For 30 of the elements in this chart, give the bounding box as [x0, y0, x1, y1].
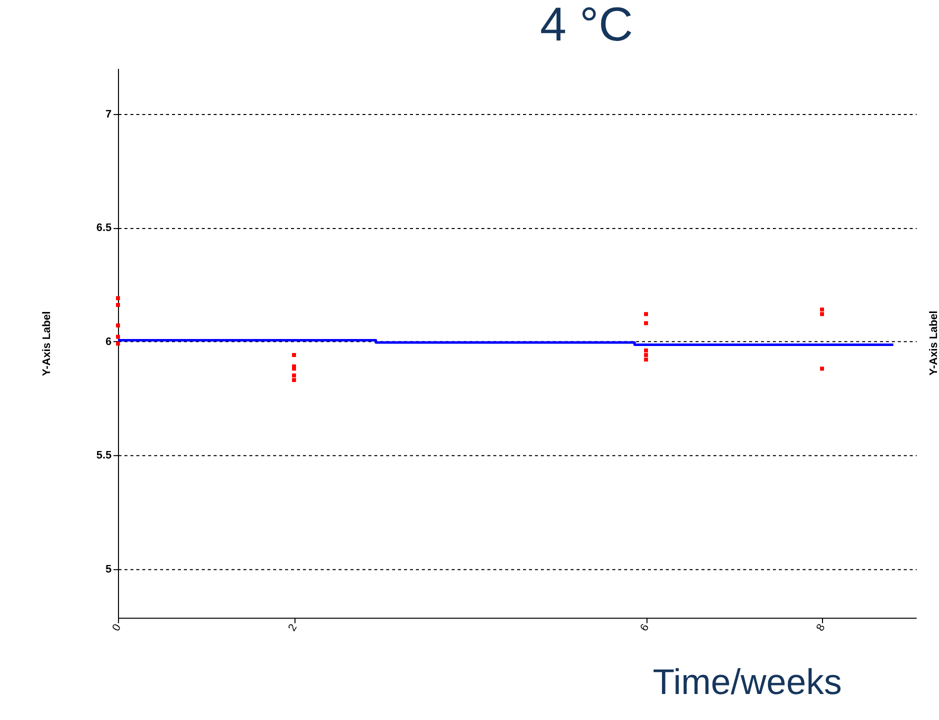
point [116, 296, 120, 300]
y-tick-label: 6.5 [96, 222, 112, 234]
x-tick-label: 8 [814, 622, 828, 634]
point [116, 342, 120, 346]
point [116, 334, 120, 339]
y-axis-title: Y-Axis Label [40, 311, 53, 376]
point [292, 366, 296, 371]
y-tick-label: 5.5 [96, 450, 112, 462]
point [644, 321, 648, 326]
point [292, 374, 296, 378]
point [116, 323, 120, 328]
y-tick-label: 7 [105, 108, 112, 120]
x-tick-label: 2 [286, 622, 300, 634]
chart-title: 4 °C [540, 0, 634, 52]
y-tick-label: 5 [105, 563, 112, 576]
point [644, 348, 648, 352]
y-tick-label: 6 [105, 336, 112, 348]
point [292, 378, 296, 382]
x-axis-title: Time/weeks [652, 662, 842, 702]
point [820, 366, 824, 371]
point [644, 358, 648, 362]
point [644, 353, 648, 357]
point [820, 308, 824, 312]
y2-axis-title: Y-Axis Label [928, 310, 939, 376]
x-tick-label: 0 [110, 622, 124, 634]
point [644, 312, 648, 316]
x-tick-label: 6 [638, 622, 652, 634]
point [116, 302, 120, 307]
point [292, 353, 296, 357]
point [820, 312, 824, 316]
